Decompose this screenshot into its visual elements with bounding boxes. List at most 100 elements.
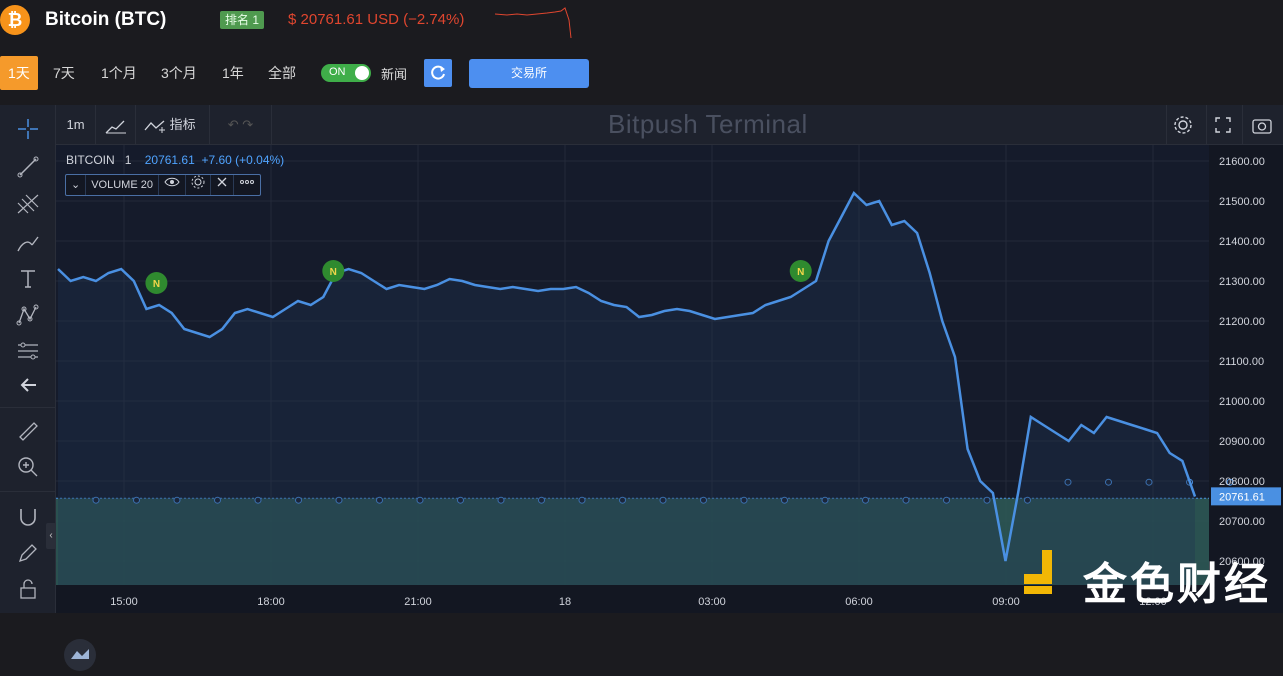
toggle-knob <box>355 66 369 80</box>
volume-dot <box>902 496 910 504</box>
volume-dot <box>781 496 788 504</box>
top-bar: ₿ Bitcoin (BTC) 排名 1 $ 20761.61 USD (−2.… <box>0 0 1283 42</box>
text-icon <box>21 270 35 288</box>
volume-dot <box>497 496 505 504</box>
legend-change: +7.60 (+0.04%) <box>201 153 285 167</box>
x-tick-label: 21:00 <box>404 596 432 608</box>
volume-dot <box>295 496 302 504</box>
sparkline-icon <box>495 7 572 39</box>
volume-dot <box>862 496 869 504</box>
range-all-button[interactable]: 全部 <box>268 65 296 81</box>
chart-type-button[interactable] <box>96 105 136 145</box>
range-7d-button[interactable]: 7天 <box>53 65 75 81</box>
current-price-text: 20761.61 <box>1219 491 1265 503</box>
legend-interval: 1 <box>124 153 132 167</box>
interval-button[interactable]: 1m <box>56 105 96 145</box>
refresh-icon <box>431 65 445 80</box>
volume-dot <box>1024 496 1031 504</box>
volume-dot <box>214 496 221 504</box>
volume-dot <box>659 496 667 504</box>
volume-dot <box>943 496 950 504</box>
current-price-tag <box>1211 487 1281 506</box>
unlock-tool[interactable] <box>14 575 42 603</box>
fib-tool[interactable] <box>14 337 42 365</box>
volume-collapse-button[interactable]: ⌄ <box>66 175 87 195</box>
undo-redo-group[interactable]: ↶ ↷ <box>210 105 272 145</box>
fullscreen-icon <box>1214 117 1231 133</box>
area-chart-icon <box>105 120 126 134</box>
volume-dot <box>1064 478 1072 486</box>
news-label: 新闻 <box>381 67 408 82</box>
snapshot-button[interactable] <box>1242 105 1280 145</box>
refresh-button[interactable] <box>424 59 452 87</box>
legend-value: 20761.61 <box>144 153 195 167</box>
magnet-tool[interactable] <box>14 503 42 531</box>
volume-dot <box>740 496 748 504</box>
range-3m-button[interactable]: 3个月 <box>161 65 197 81</box>
terminal-brand: Bitpush Terminal <box>608 109 808 139</box>
volume-dot <box>538 496 545 504</box>
time-axis[interactable] <box>56 585 1209 613</box>
tradingview-logo-icon <box>71 649 89 659</box>
pitchfork-tool[interactable] <box>14 191 42 219</box>
news-toggle[interactable]: ON <box>321 64 371 82</box>
volume-dot <box>133 496 140 504</box>
magnet-icon <box>20 509 36 526</box>
fullscreen-button[interactable] <box>1206 105 1238 145</box>
news-marker[interactable] <box>322 260 345 282</box>
indicators-button[interactable]: 指标 <box>136 105 210 145</box>
volume-settings-button[interactable] <box>186 175 211 195</box>
tool-divider <box>0 491 56 492</box>
y-tick-label: 21600.00 <box>1219 156 1265 168</box>
crosshair-icon <box>18 119 38 139</box>
price-area-fill <box>58 193 1195 585</box>
volume-dot <box>416 496 424 504</box>
tradingview-icon[interactable] <box>64 639 96 671</box>
eye-icon <box>164 177 180 187</box>
range-1d-button[interactable]: 1天 <box>0 56 38 90</box>
news-marker[interactable] <box>145 272 168 294</box>
x-tick-label: 03:00 <box>698 596 726 608</box>
coin-title: Bitcoin (BTC) <box>45 9 167 30</box>
volume-dot <box>1105 478 1112 486</box>
bitcoin-icon: ₿ <box>0 5 30 35</box>
zoom-tool[interactable] <box>14 453 42 481</box>
drawing-toolbar: ‹ <box>0 105 56 613</box>
brush-tool[interactable] <box>14 229 42 257</box>
x-tick-label: 09:00 <box>992 596 1020 608</box>
pencil-lock-icon <box>18 544 37 563</box>
collapse-toolbar-button[interactable]: ‹ <box>46 523 56 549</box>
y-tick-label: 20600.00 <box>1219 556 1265 568</box>
price-chart[interactable]: N N N 21600.00 21500.00 21400.00 21300.00 2120… <box>56 145 1283 613</box>
volume-area <box>56 498 1209 585</box>
fib-icon <box>18 342 38 360</box>
lock-drawing-tool[interactable] <box>14 539 42 567</box>
price-line <box>57 190 1197 562</box>
range-1y-button[interactable]: 1年 <box>222 65 244 81</box>
crosshair-tool[interactable] <box>14 115 42 143</box>
exchange-button[interactable]: 交易所 <box>469 59 589 88</box>
back-tool[interactable] <box>14 371 42 399</box>
price-change: $ 20761.61 USD (−2.74%) <box>288 11 465 28</box>
volume-dot <box>92 496 100 504</box>
volume-dot <box>821 496 829 504</box>
range-1m-button[interactable]: 1个月 <box>101 65 137 81</box>
y-tick-label: 21200.00 <box>1219 316 1265 328</box>
indicators-icon <box>144 120 165 133</box>
news-marker[interactable] <box>789 260 812 282</box>
gear-icon <box>1173 116 1192 134</box>
volume-more-button[interactable] <box>234 175 260 195</box>
text-tool[interactable] <box>14 265 42 293</box>
y-tick-label: 21400.00 <box>1219 236 1265 248</box>
pattern-tool[interactable] <box>14 301 42 329</box>
toggle-label: ON <box>329 66 346 78</box>
ruler-tool[interactable] <box>14 417 42 445</box>
settings-button[interactable] <box>1166 105 1198 145</box>
trendline-tool[interactable] <box>14 153 42 181</box>
chart-toolbar: 1m 指标 ↶ ↷ Bitpush Terminal <box>56 105 1283 145</box>
volume-dot <box>700 496 707 504</box>
price-axis[interactable] <box>1209 145 1283 613</box>
volume-visibility-button[interactable] <box>159 175 186 195</box>
volume-remove-button[interactable] <box>211 175 234 195</box>
